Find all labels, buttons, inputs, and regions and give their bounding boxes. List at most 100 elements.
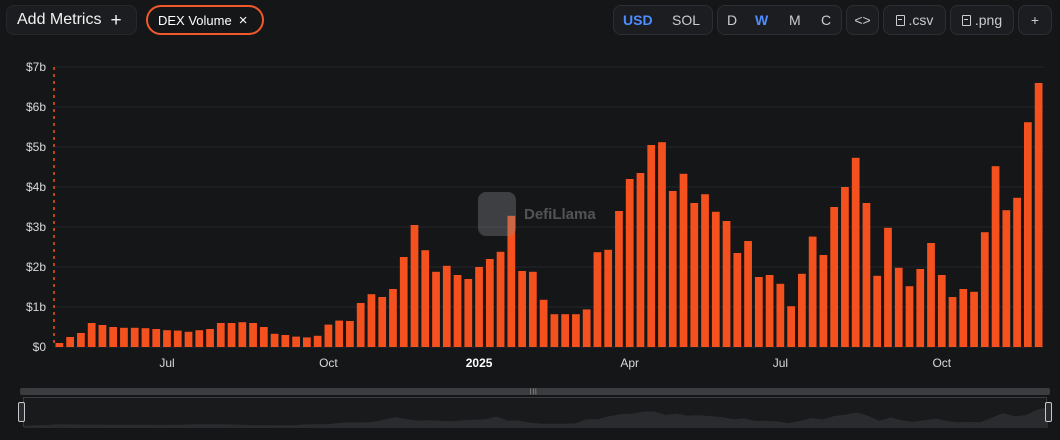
period-daily-button[interactable]: D xyxy=(727,12,738,28)
bar[interactable] xyxy=(572,314,580,347)
bar[interactable] xyxy=(335,320,344,347)
bar[interactable] xyxy=(163,330,171,347)
bar[interactable] xyxy=(959,289,968,347)
download-png-button[interactable]: .png xyxy=(950,5,1014,35)
bar[interactable] xyxy=(98,325,107,347)
bar[interactable] xyxy=(356,303,365,347)
bar[interactable] xyxy=(722,221,731,347)
add-chart-button[interactable]: + xyxy=(1018,5,1052,35)
bar[interactable] xyxy=(464,279,473,347)
bar[interactable] xyxy=(787,306,795,347)
bar[interactable] xyxy=(206,329,214,347)
bar[interactable] xyxy=(873,275,882,347)
bar[interactable] xyxy=(830,207,839,347)
bar[interactable] xyxy=(980,232,989,347)
bar[interactable] xyxy=(625,179,634,347)
bar[interactable] xyxy=(561,314,570,347)
bar[interactable] xyxy=(733,253,742,347)
bar[interactable] xyxy=(604,249,613,347)
bar[interactable] xyxy=(259,327,268,347)
bar[interactable] xyxy=(798,273,806,347)
bar[interactable] xyxy=(528,271,537,347)
bar[interactable] xyxy=(432,271,440,347)
bar[interactable] xyxy=(615,211,623,347)
bar[interactable] xyxy=(389,289,397,347)
bar[interactable] xyxy=(894,267,903,347)
dex-volume-chart[interactable]: $0 $1b $2b $3b $4b $5b $6b $7b Jul Oct 2025 Apr Jul O… xyxy=(0,40,1060,385)
bar[interactable] xyxy=(399,257,408,347)
bar[interactable] xyxy=(518,271,526,347)
bar[interactable] xyxy=(539,299,548,347)
bar[interactable] xyxy=(916,269,925,347)
range-slider[interactable]: ||| xyxy=(18,388,1052,430)
slider-handle-left[interactable] xyxy=(18,402,25,422)
bar[interactable] xyxy=(884,227,892,347)
download-csv-button[interactable]: .csv xyxy=(883,5,946,35)
bar[interactable] xyxy=(819,255,828,347)
bar[interactable] xyxy=(453,275,462,347)
bar[interactable] xyxy=(970,291,978,347)
bar[interactable] xyxy=(87,323,96,347)
slider-track[interactable]: ||| xyxy=(20,388,1050,395)
bar[interactable] xyxy=(485,259,494,347)
bar[interactable] xyxy=(475,267,483,347)
bar[interactable] xyxy=(442,265,451,347)
bar[interactable] xyxy=(647,145,656,347)
bar[interactable] xyxy=(195,330,204,347)
bar[interactable] xyxy=(324,324,333,347)
bar[interactable] xyxy=(249,323,257,347)
bar[interactable] xyxy=(754,277,763,347)
period-monthly-button[interactable]: M xyxy=(789,12,801,28)
slider-window[interactable] xyxy=(23,397,1048,428)
bar[interactable] xyxy=(378,297,387,347)
bar[interactable] xyxy=(227,323,236,347)
bar[interactable] xyxy=(1013,197,1021,347)
bar[interactable] xyxy=(120,327,128,347)
bar[interactable] xyxy=(679,173,688,347)
currency-usd-button[interactable]: USD xyxy=(623,12,653,28)
bar[interactable] xyxy=(593,252,602,347)
bar[interactable] xyxy=(991,166,1000,347)
bar[interactable] xyxy=(346,321,354,347)
bar[interactable] xyxy=(55,343,64,347)
bar[interactable] xyxy=(701,194,709,347)
bar[interactable] xyxy=(937,275,946,347)
bar[interactable] xyxy=(303,337,311,347)
currency-sol-button[interactable]: SOL xyxy=(672,12,701,28)
bar[interactable] xyxy=(292,336,300,347)
bar[interactable] xyxy=(313,335,322,347)
bar[interactable] xyxy=(216,323,225,347)
bar[interactable] xyxy=(367,294,376,347)
bar[interactable] xyxy=(690,203,699,347)
bar[interactable] xyxy=(1034,83,1043,347)
bar[interactable] xyxy=(77,333,85,347)
bar[interactable] xyxy=(173,330,182,347)
period-cumulative-button[interactable]: C xyxy=(821,12,832,28)
bar[interactable] xyxy=(141,328,150,347)
bar[interactable] xyxy=(130,327,139,347)
bar[interactable] xyxy=(711,211,720,347)
bar[interactable] xyxy=(851,157,860,347)
metric-chip-dex-volume[interactable]: DEX Volume × xyxy=(146,5,264,35)
bar[interactable] xyxy=(1023,122,1032,347)
bar[interactable] xyxy=(184,331,193,347)
bar[interactable] xyxy=(66,337,75,347)
bar[interactable] xyxy=(270,333,279,347)
bar[interactable] xyxy=(808,236,817,347)
bar[interactable] xyxy=(862,203,871,347)
bar[interactable] xyxy=(744,241,752,347)
embed-button[interactable]: <> xyxy=(846,5,879,35)
bar[interactable] xyxy=(668,191,677,347)
bar[interactable] xyxy=(281,335,290,347)
bar[interactable] xyxy=(1002,210,1011,347)
bar[interactable] xyxy=(765,275,774,347)
period-weekly-button[interactable]: W xyxy=(755,12,769,28)
bar[interactable] xyxy=(636,173,645,347)
bar[interactable] xyxy=(507,215,516,347)
bar[interactable] xyxy=(550,314,559,347)
bar[interactable] xyxy=(421,250,430,347)
bar[interactable] xyxy=(152,329,161,347)
close-icon[interactable]: × xyxy=(238,11,248,29)
bar[interactable] xyxy=(841,187,849,347)
bar[interactable] xyxy=(109,327,118,347)
